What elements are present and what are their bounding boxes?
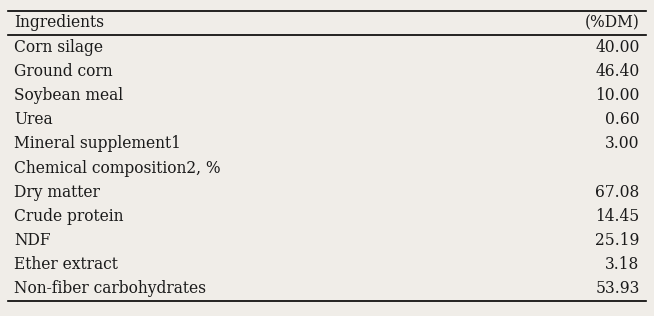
Text: Mineral supplement1: Mineral supplement1 (14, 135, 181, 152)
Text: Crude protein: Crude protein (14, 208, 124, 225)
Text: (%DM): (%DM) (585, 15, 640, 31)
Text: Non-fiber carbohydrates: Non-fiber carbohydrates (14, 281, 207, 297)
Text: NDF: NDF (14, 232, 51, 249)
Text: 53.93: 53.93 (595, 281, 640, 297)
Text: Dry matter: Dry matter (14, 184, 100, 201)
Text: 46.40: 46.40 (595, 63, 640, 80)
Text: 25.19: 25.19 (595, 232, 640, 249)
Text: Ether extract: Ether extract (14, 256, 118, 273)
Text: 3.18: 3.18 (606, 256, 640, 273)
Text: Soybean meal: Soybean meal (14, 87, 124, 104)
Text: 14.45: 14.45 (595, 208, 640, 225)
Text: 10.00: 10.00 (595, 87, 640, 104)
Text: 3.00: 3.00 (605, 135, 640, 152)
Text: Chemical composition2, %: Chemical composition2, % (14, 160, 221, 177)
Text: 0.60: 0.60 (605, 111, 640, 128)
Text: 40.00: 40.00 (595, 39, 640, 56)
Text: Urea: Urea (14, 111, 53, 128)
Text: Ingredients: Ingredients (14, 15, 105, 31)
Text: 67.08: 67.08 (595, 184, 640, 201)
Text: Ground corn: Ground corn (14, 63, 113, 80)
Text: Corn silage: Corn silage (14, 39, 103, 56)
